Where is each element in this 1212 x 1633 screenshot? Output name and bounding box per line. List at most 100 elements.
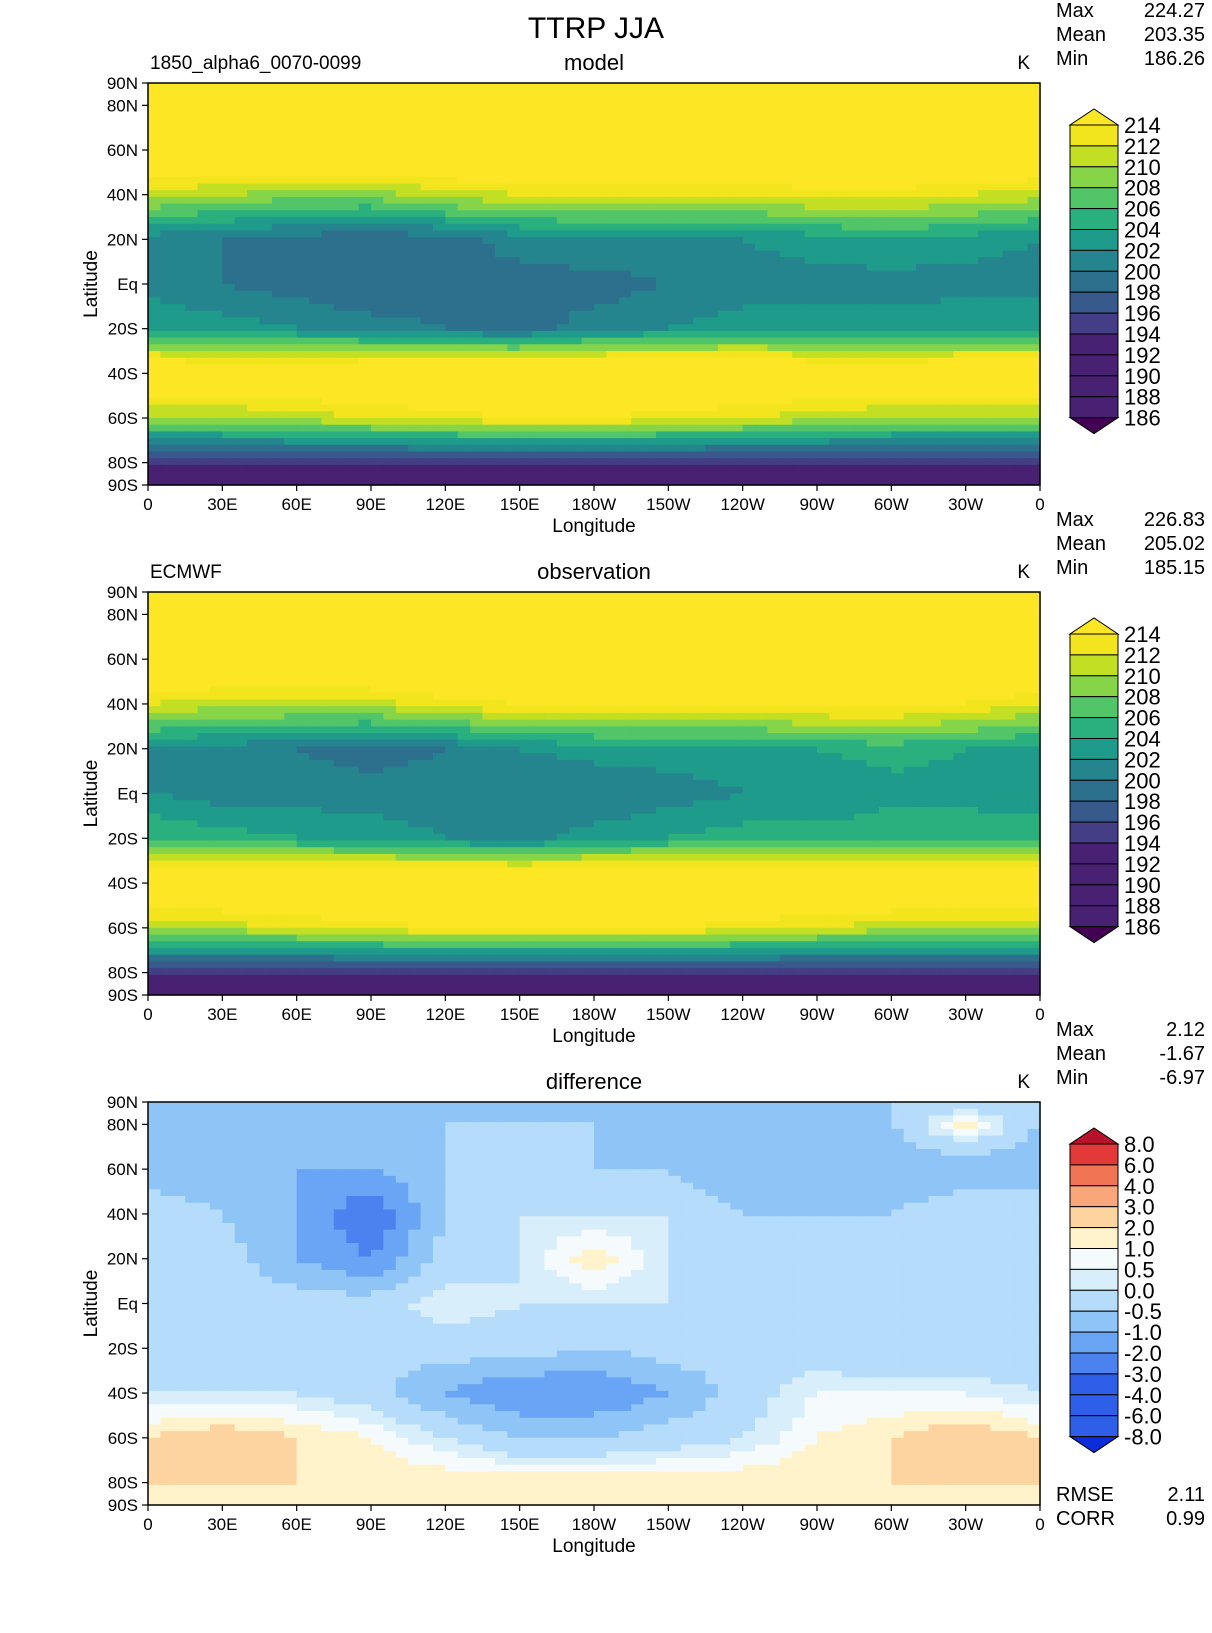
heatmap-cell <box>495 96 508 103</box>
heatmap-cell <box>805 163 818 170</box>
heatmap-cell <box>222 163 235 170</box>
heatmap-cell <box>706 592 719 599</box>
heatmap-cell <box>990 110 1003 117</box>
heatmap-cell <box>210 318 223 325</box>
heatmap-cell <box>619 210 632 217</box>
heatmap-cell <box>321 197 334 204</box>
heatmap-cell <box>408 385 421 392</box>
heatmap-cell <box>198 646 211 653</box>
heatmap-cell <box>953 311 966 318</box>
heatmap-cell <box>445 291 458 298</box>
heatmap-cell <box>346 304 359 311</box>
heatmap-cell <box>978 425 991 432</box>
heatmap-cell <box>854 605 867 612</box>
heatmap-cell <box>309 90 322 97</box>
heatmap-cell <box>829 592 842 599</box>
heatmap-cell <box>730 592 743 599</box>
heatmap-cell <box>990 391 1003 398</box>
heatmap-cell <box>780 619 793 626</box>
heatmap-cell <box>904 612 917 619</box>
heatmap-cell <box>173 411 186 418</box>
heatmap-cell <box>495 619 508 626</box>
heatmap-cell <box>693 190 706 197</box>
heatmap-cell <box>594 157 607 164</box>
heatmap-cell <box>1028 304 1041 311</box>
heatmap-cell <box>829 177 842 184</box>
heatmap-cell <box>185 599 198 606</box>
heatmap-cell <box>284 391 297 398</box>
heatmap-cell <box>718 431 731 438</box>
heatmap-cell <box>953 150 966 157</box>
heatmap-cell <box>990 184 1003 191</box>
heatmap-cell <box>953 103 966 110</box>
heatmap-cell <box>941 472 954 479</box>
heatmap-cell <box>371 217 384 224</box>
heatmap-cell <box>867 284 880 291</box>
heatmap-cell <box>693 210 706 217</box>
heatmap-cell <box>1003 358 1016 365</box>
heatmap-cell <box>805 284 818 291</box>
heatmap-cell <box>929 331 942 338</box>
heatmap-cell <box>619 143 632 150</box>
heatmap-cell <box>656 137 669 144</box>
heatmap-cell <box>966 96 979 103</box>
heatmap-cell <box>235 405 248 412</box>
heatmap-cell <box>966 331 979 338</box>
heatmap-cell <box>755 130 768 137</box>
heatmap-cell <box>569 411 582 418</box>
heatmap-cell <box>569 385 582 392</box>
heatmap-cell <box>817 605 830 612</box>
heatmap-cell <box>817 318 830 325</box>
heatmap-cell <box>371 251 384 258</box>
heatmap-cell <box>792 438 805 445</box>
heatmap-cell <box>359 304 372 311</box>
heatmap-cell <box>829 244 842 251</box>
heatmap-cell <box>953 96 966 103</box>
heatmap-cell <box>879 344 892 351</box>
heatmap-cell <box>953 324 966 331</box>
heatmap-cell <box>730 391 743 398</box>
heatmap-cell <box>557 599 570 606</box>
heatmap-cell <box>916 418 929 425</box>
heatmap-cell <box>495 632 508 639</box>
heatmap-cell <box>557 425 570 432</box>
heatmap-cell <box>173 170 186 177</box>
heatmap-cell <box>594 592 607 599</box>
heatmap-cell <box>544 445 557 452</box>
heatmap-cell <box>483 364 496 371</box>
heatmap-cell <box>854 425 867 432</box>
heatmap-cell <box>210 358 223 365</box>
heatmap-cell <box>1028 351 1041 358</box>
heatmap-cell <box>160 351 173 358</box>
heatmap-cell <box>867 331 880 338</box>
heatmap-cell <box>557 170 570 177</box>
heatmap-cell <box>842 251 855 258</box>
heatmap-cell <box>990 143 1003 150</box>
heatmap-cell <box>210 364 223 371</box>
heatmap-cell <box>507 452 520 459</box>
heatmap-cell <box>222 96 235 103</box>
heatmap-cell <box>272 96 285 103</box>
heatmap-cell <box>879 170 892 177</box>
heatmap-cell <box>817 592 830 599</box>
heatmap-cell <box>532 619 545 626</box>
heatmap-cell <box>383 271 396 278</box>
heatmap-cell <box>904 311 917 318</box>
heatmap-cell <box>1015 378 1028 385</box>
heatmap-cell <box>532 264 545 271</box>
heatmap-cell <box>383 378 396 385</box>
heatmap-cell <box>929 592 942 599</box>
heatmap-cell <box>681 626 694 633</box>
heatmap-cell <box>780 157 793 164</box>
heatmap-cell <box>359 251 372 258</box>
heatmap-cell <box>247 291 260 298</box>
heatmap-cell <box>1015 311 1028 318</box>
heatmap-cell <box>421 143 434 150</box>
heatmap-cell <box>520 163 533 170</box>
heatmap-cell <box>297 210 310 217</box>
heatmap-cell <box>260 251 273 258</box>
heatmap-cell <box>730 130 743 137</box>
heatmap-cell <box>619 425 632 432</box>
heatmap-cell <box>396 338 409 345</box>
heatmap-cell <box>879 626 892 633</box>
